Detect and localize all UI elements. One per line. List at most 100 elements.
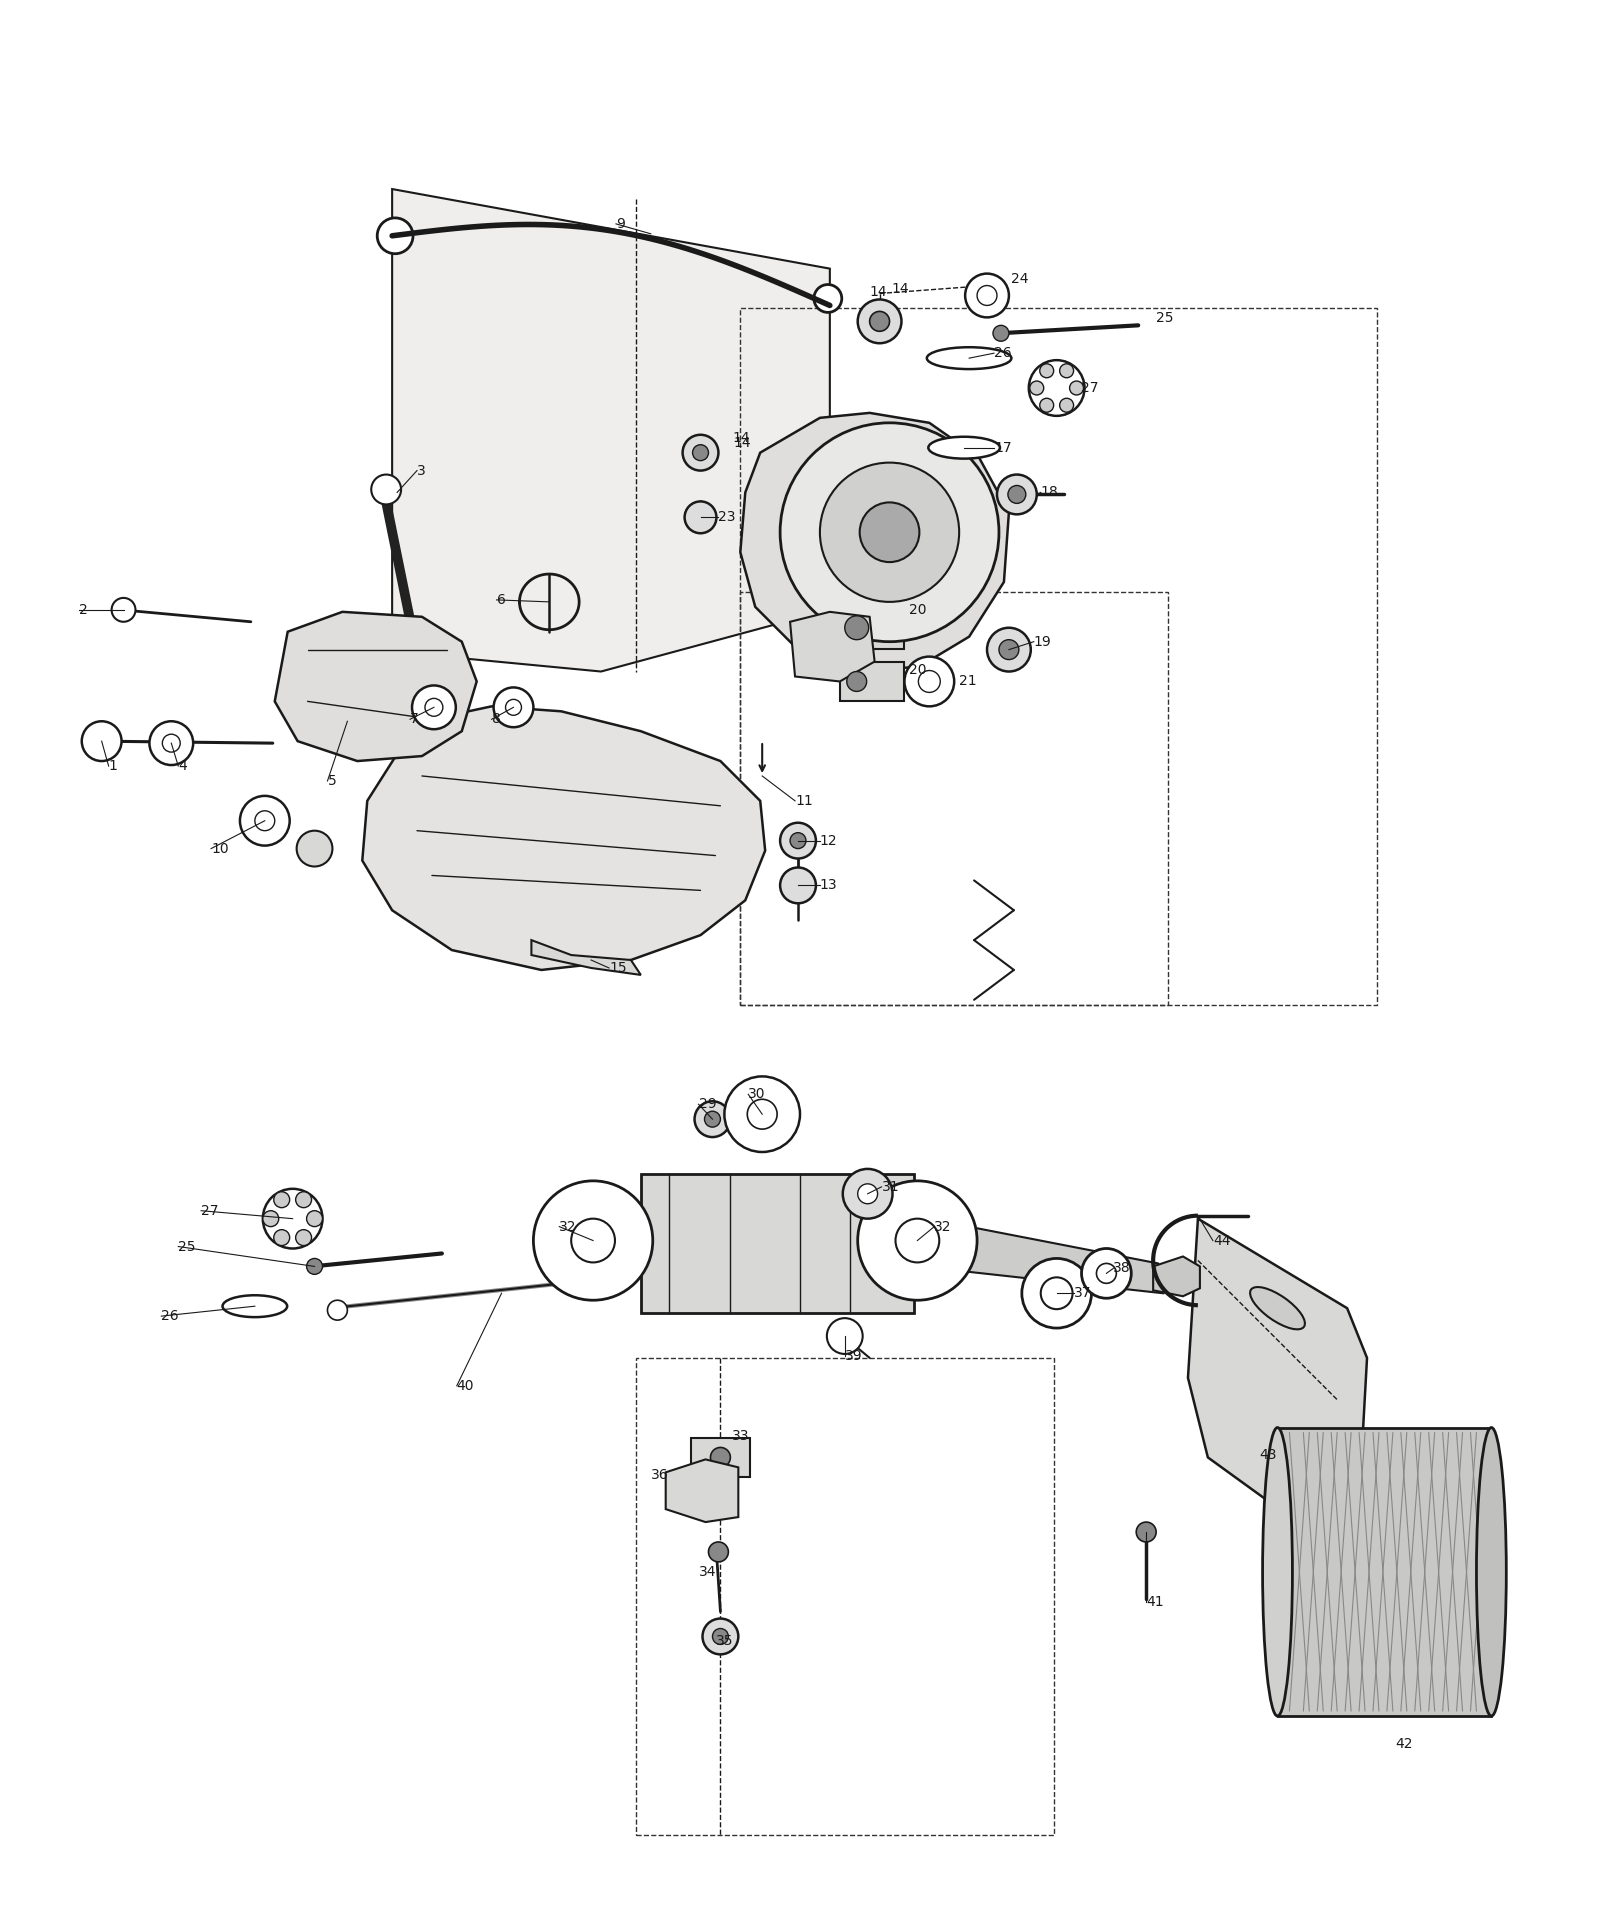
Circle shape (725, 1077, 800, 1152)
Circle shape (240, 796, 290, 846)
Circle shape (426, 698, 443, 715)
Circle shape (694, 1102, 730, 1136)
Circle shape (814, 285, 842, 312)
Circle shape (858, 1185, 877, 1204)
Ellipse shape (926, 348, 1011, 369)
Bar (642, 1173, 915, 1313)
Circle shape (978, 285, 997, 306)
Circle shape (685, 502, 717, 533)
Bar (840, 608, 904, 648)
Polygon shape (275, 612, 477, 762)
Text: 32: 32 (560, 1219, 576, 1235)
Text: 17: 17 (994, 440, 1011, 454)
Circle shape (1008, 485, 1026, 504)
Text: 7: 7 (410, 712, 419, 727)
Ellipse shape (928, 437, 1000, 458)
Circle shape (149, 721, 194, 765)
Circle shape (870, 312, 890, 331)
Text: 36: 36 (651, 1469, 669, 1483)
Circle shape (296, 1192, 312, 1208)
Text: 12: 12 (819, 835, 837, 848)
Bar (691, 1438, 750, 1477)
Text: 41: 41 (1146, 1594, 1163, 1610)
Ellipse shape (1262, 1427, 1293, 1715)
Bar (741, 308, 1378, 1006)
Text: 43: 43 (1259, 1448, 1277, 1461)
Circle shape (1040, 398, 1054, 412)
Circle shape (112, 598, 136, 621)
Circle shape (296, 1229, 312, 1246)
Text: 14: 14 (891, 281, 909, 296)
Polygon shape (917, 1217, 1163, 1294)
Polygon shape (790, 612, 875, 681)
Circle shape (997, 475, 1037, 513)
Circle shape (702, 1619, 738, 1654)
Polygon shape (362, 706, 765, 969)
Circle shape (82, 721, 122, 762)
Circle shape (1022, 1258, 1091, 1329)
Text: 33: 33 (733, 1429, 750, 1442)
Polygon shape (666, 1460, 738, 1523)
Polygon shape (531, 940, 642, 975)
Circle shape (1069, 381, 1083, 394)
Text: 13: 13 (819, 879, 837, 892)
Circle shape (827, 1317, 862, 1354)
Polygon shape (1187, 1219, 1366, 1500)
Text: 39: 39 (845, 1348, 862, 1363)
Bar (1277, 1427, 1491, 1715)
Circle shape (781, 423, 998, 642)
Circle shape (262, 1211, 278, 1227)
Circle shape (781, 823, 816, 858)
Circle shape (1040, 1277, 1072, 1310)
Text: 3: 3 (418, 463, 426, 477)
Circle shape (262, 1188, 323, 1248)
Polygon shape (1154, 1256, 1200, 1296)
Circle shape (378, 217, 413, 254)
Circle shape (533, 1181, 653, 1300)
Text: 14: 14 (870, 285, 888, 298)
Text: 2: 2 (78, 602, 88, 617)
Text: 19: 19 (1034, 635, 1051, 648)
Circle shape (819, 463, 958, 602)
Bar (840, 662, 904, 702)
Circle shape (1030, 381, 1043, 394)
Circle shape (994, 325, 1010, 340)
Circle shape (846, 671, 867, 692)
Circle shape (1059, 363, 1074, 377)
Text: 9: 9 (616, 217, 626, 231)
Circle shape (704, 1111, 720, 1127)
Text: 15: 15 (610, 962, 627, 975)
Circle shape (790, 833, 806, 848)
Circle shape (328, 1300, 347, 1319)
Text: 26: 26 (994, 346, 1011, 360)
Circle shape (494, 687, 533, 727)
Circle shape (274, 1192, 290, 1208)
Text: 27: 27 (202, 1204, 219, 1217)
Circle shape (859, 502, 920, 562)
Circle shape (712, 1629, 728, 1644)
Text: 24: 24 (1011, 271, 1029, 287)
Text: 40: 40 (456, 1379, 474, 1392)
Circle shape (858, 300, 901, 342)
Text: 35: 35 (715, 1635, 733, 1648)
Bar (635, 1358, 1054, 1835)
Text: 25: 25 (178, 1240, 195, 1254)
Text: 34: 34 (699, 1565, 717, 1579)
Text: 1: 1 (109, 760, 117, 773)
Polygon shape (741, 413, 1010, 671)
Ellipse shape (1477, 1427, 1506, 1715)
Circle shape (571, 1219, 614, 1261)
Text: 31: 31 (882, 1181, 899, 1194)
Text: 30: 30 (749, 1086, 766, 1102)
Circle shape (1096, 1263, 1117, 1283)
Circle shape (998, 640, 1019, 660)
Text: 38: 38 (1114, 1261, 1131, 1275)
Text: 11: 11 (795, 794, 813, 808)
Text: 44: 44 (1213, 1233, 1230, 1248)
Text: 37: 37 (1074, 1286, 1091, 1300)
Circle shape (710, 1448, 730, 1467)
Text: 25: 25 (1157, 312, 1174, 325)
Circle shape (307, 1211, 323, 1227)
Circle shape (307, 1258, 323, 1275)
Circle shape (843, 1169, 893, 1219)
